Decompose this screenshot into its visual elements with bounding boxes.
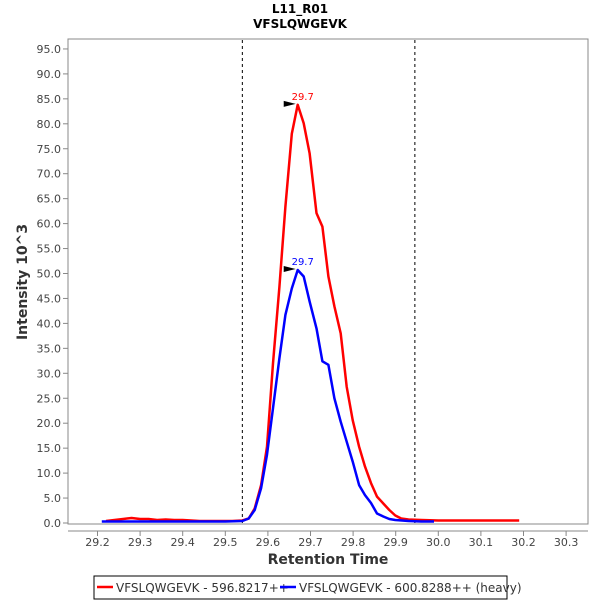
y-tick-label: 90.0 bbox=[37, 68, 62, 81]
peak-label: 29.7 bbox=[292, 92, 314, 103]
y-tick-label: 35.0 bbox=[37, 342, 62, 355]
x-tick-label: 29.9 bbox=[383, 536, 408, 549]
y-tick-label: 5.0 bbox=[44, 492, 62, 505]
y-tick-label: 30.0 bbox=[37, 367, 62, 380]
integration-boundaries bbox=[241, 40, 416, 523]
legend-label-light: VFSLQWGEVK - 596.8217++ bbox=[116, 581, 289, 595]
y-tick-label: 50.0 bbox=[37, 268, 62, 281]
y-tick-label: 60.0 bbox=[37, 218, 62, 231]
x-tick-label: 29.5 bbox=[213, 536, 238, 549]
y-tick-label: 65.0 bbox=[37, 193, 62, 206]
series-group: 29.7 29.7 bbox=[101, 92, 520, 523]
x-tick-label: 30.2 bbox=[511, 536, 536, 549]
x-tick-label: 29.3 bbox=[128, 536, 153, 549]
y-tick-label: 45.0 bbox=[37, 292, 62, 305]
y-tick-label: 20.0 bbox=[37, 417, 62, 430]
y-tick-label: 0.0 bbox=[44, 517, 62, 530]
x-tick-label: 30.0 bbox=[426, 536, 451, 549]
legend: VFSLQWGEVK - 596.8217++ VFSLQWGEVK - 600… bbox=[93, 575, 522, 600]
x-tick-label: 29.6 bbox=[256, 536, 281, 549]
x-tick-label: 30.3 bbox=[554, 536, 579, 549]
plot-area[interactable] bbox=[67, 38, 589, 525]
y-tick-label: 80.0 bbox=[37, 118, 62, 131]
x-axis-label: Retention Time bbox=[268, 552, 389, 568]
x-tick-label: 30.1 bbox=[469, 536, 494, 549]
y-axis: 0.0 5.0 10.0 15.0 20.0 25.0 30.0 35.0 40.0 45.0 50… bbox=[37, 39, 69, 530]
y-tick-label: 95.0 bbox=[37, 43, 62, 56]
series-line-heavy[interactable] bbox=[101, 268, 434, 523]
y-tick-label: 75.0 bbox=[37, 143, 62, 156]
peak-marker-arrow-icon bbox=[283, 100, 296, 107]
y-tick-label: 85.0 bbox=[37, 93, 62, 106]
y-axis-label: Intensity 10^3 bbox=[15, 224, 31, 340]
y-tick-label: 55.0 bbox=[37, 243, 62, 256]
y-tick-label: 25.0 bbox=[37, 392, 62, 405]
x-tick-label: 29.7 bbox=[298, 536, 323, 549]
peak-marker-arrow-icon bbox=[283, 266, 296, 273]
x-axis: 29.2 29.3 29.4 29.5 29.6 29.7 29.8 29.9 30.0 30.1… bbox=[68, 530, 588, 549]
legend-label-heavy: VFSLQWGEVK - 600.8288++ (heavy) bbox=[299, 581, 522, 595]
peak-label: 29.7 bbox=[292, 257, 314, 268]
x-tick-label: 29.2 bbox=[85, 536, 110, 549]
y-tick-label: 15.0 bbox=[37, 442, 62, 455]
series-line-light[interactable] bbox=[105, 103, 520, 523]
y-tick-label: 10.0 bbox=[37, 467, 62, 480]
chart-title: L11_R01 bbox=[272, 2, 328, 17]
chart-subtitle: VFSLQWGEVK bbox=[253, 17, 348, 31]
x-tick-label: 29.4 bbox=[170, 536, 195, 549]
y-tick-label: 70.0 bbox=[37, 168, 62, 181]
y-tick-label: 40.0 bbox=[37, 317, 62, 330]
x-tick-label: 29.8 bbox=[341, 536, 366, 549]
